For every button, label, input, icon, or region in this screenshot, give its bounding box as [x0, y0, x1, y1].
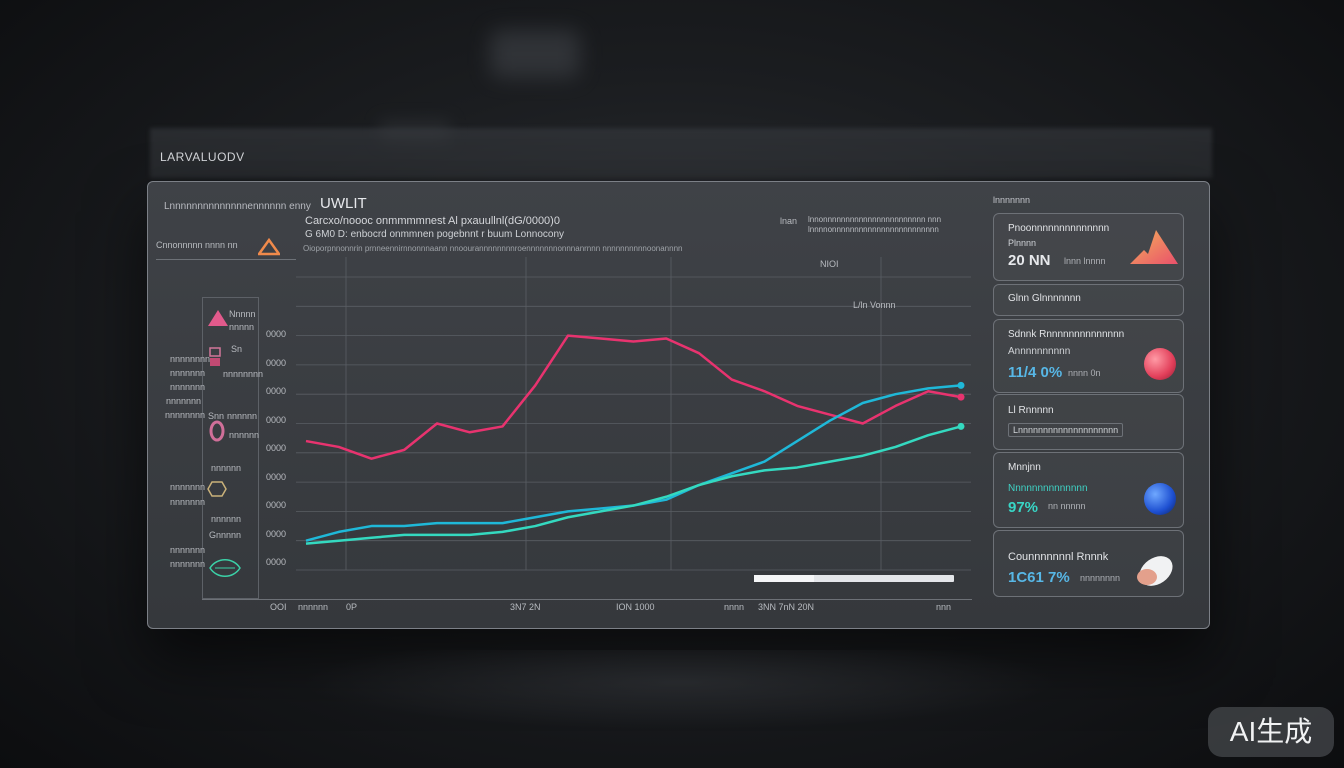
legend-label: nnnnnn: [211, 463, 242, 473]
data-point: [957, 422, 965, 430]
back-panel: [150, 128, 1212, 178]
legend-label: nnnnnn: [211, 514, 242, 524]
side-label: nnnnnnn: [166, 396, 202, 406]
card-subtitle: Lnnnnnnnnnnnnnnnnnnnn: [1008, 423, 1124, 437]
card-value: 97%: [1008, 499, 1039, 516]
background-blur: [490, 30, 580, 78]
y-tick-label: 0000: [266, 443, 287, 453]
y-tick-label: 0000: [266, 528, 287, 539]
x-tick-label: 3NN 7nN 20N: [758, 602, 815, 612]
card-unit: nnnn 0n: [1068, 368, 1101, 378]
top-right-code: lnan: [780, 216, 798, 226]
card-subtitle: Plnnnn: [1008, 238, 1037, 248]
legend-label: nnnnnn: [227, 411, 258, 421]
y-tick-label: 0000: [266, 329, 287, 339]
progress-fill: [754, 575, 814, 582]
legend-label: nnnnnn: [229, 430, 260, 440]
page-subtitle: G 6M0 D: enbocrd onmmnen pogebnnt r buum…: [305, 229, 565, 240]
side-label: nnnnnnn: [170, 545, 206, 555]
left-header: Lnnnnnnnnnnnnnnennnnnn enny: [164, 201, 311, 212]
metric-card[interactable]: Counnnnnnnl Rnnnk 1C61 7% nnnnnnnn: [993, 530, 1184, 597]
y-tick-label: 0000: [266, 500, 287, 510]
metric-card[interactable]: Mnnjnn Nnnnnnnnnnnnnn 97% nn nnnnn: [993, 452, 1184, 528]
x-tick-label: ION 1000: [616, 602, 655, 612]
legend-label: nnnnn: [229, 322, 255, 332]
legend-label: Snn: [208, 411, 225, 421]
leaf-icon: [209, 559, 241, 577]
chart-annotation: L/ln Vonnn: [853, 300, 896, 310]
top-right-text: lnnnnonnnnnnnnnnnnnnnnnnnnnnnn: [808, 225, 939, 234]
side-label: nnnnnnnn: [170, 354, 211, 364]
side-label: nnnnnnn: [170, 559, 206, 569]
y-tick-label: 0000: [266, 414, 287, 425]
watermark-badge: AI生成: [1208, 707, 1334, 757]
card-title: Mnnjnn: [1008, 462, 1041, 473]
hexagon-icon: [207, 481, 227, 497]
metric-card[interactable]: Ll Rnnnnn Lnnnnnnnnnnnnnnnnnnnn: [993, 394, 1184, 450]
y-tick-label: 0000: [266, 386, 287, 396]
mountain-icon: [1130, 230, 1178, 264]
side-label: nnnnnnn: [170, 482, 206, 492]
card-unit: nnnnnnnn: [1080, 573, 1121, 583]
card-title: Sdnnk Rnnnnnnnnnnnnnn: [1008, 329, 1125, 340]
progress-bar: [754, 575, 954, 582]
card-subtitle: Annnnnnnnnn: [1008, 346, 1071, 357]
card-value: 11/4 0%: [1008, 364, 1063, 381]
right-panel-title: lnnnnnnn: [993, 195, 1031, 205]
pill-icon: [1137, 556, 1173, 586]
square-icon: [209, 347, 221, 366]
legend-label: Gnnnnn: [209, 530, 242, 540]
page-title: UWLIT: [320, 195, 367, 212]
y-tick-label: 0000: [266, 557, 287, 567]
x-tick-label: nnn: [936, 602, 952, 612]
red-sphere-icon: [1144, 348, 1176, 380]
series-line-1: [305, 384, 962, 542]
x-tick-label: 3N7 2N: [510, 602, 541, 612]
x-tick-label: OOI: [270, 602, 287, 612]
left-subheader: Cnnonnnnn nnnn nn: [156, 240, 238, 250]
blue-sphere-icon: [1144, 483, 1176, 515]
metric-card[interactable]: Pnoonnnnnnnnnnnnnn Plnnnn 20 NN lnnn lnn…: [993, 213, 1184, 281]
line-chart: [296, 257, 971, 571]
x-tick-label: nnnnnn: [298, 602, 329, 612]
card-unit: lnnn lnnnn: [1064, 256, 1106, 266]
side-label: nnnnnnn: [170, 497, 206, 507]
left-divider: [156, 259, 296, 260]
floor-reflection: [300, 650, 1060, 730]
side-label: nnnnnnn: [170, 382, 206, 392]
card-subtitle: Nnnnnnnnnnnnnn: [1008, 483, 1088, 494]
metric-card[interactable]: Sdnnk Rnnnnnnnnnnnnnn Annnnnnnnnn 11/4 0…: [993, 319, 1184, 393]
x-tick-label: 0P: [346, 602, 358, 612]
legend: Nnnnn nnnnn Sn nnnnnnnn Snn nnnnnn nnnnn…: [202, 297, 263, 599]
series-line-0: [305, 334, 962, 460]
dashboard-panel: Lnnnnnnnnnnnnnnennnnnn enny Cnnonnnnn nn…: [147, 181, 1210, 629]
x-axis-line: [202, 599, 972, 600]
card-title: Glnn Glnnnnnnn: [1008, 293, 1081, 304]
brand-title: LARVALUODV: [160, 150, 245, 164]
page-subtitle: Carcxo/noooc onmmmmnest Al pxauullnl(dG/…: [305, 215, 560, 227]
y-tick-label: 0000: [266, 357, 287, 368]
card-value: 20 NN: [1008, 252, 1051, 269]
card-title: Pnoonnnnnnnnnnnnnn: [1008, 223, 1110, 234]
page-description: Oioporpnnonnrin prnneennirnnonnnaann nno…: [303, 244, 683, 253]
triangle-icon: [208, 310, 228, 326]
data-point: [957, 381, 965, 389]
metric-card[interactable]: Glnn Glnnnnnnn: [993, 284, 1184, 316]
side-label: nnnnnnnn: [165, 410, 206, 420]
card-title: Counnnnnnnl Rnnnk: [1008, 551, 1109, 563]
ring-icon: [209, 420, 225, 442]
x-tick-label: nnnn: [724, 602, 745, 612]
top-right-text: lnnonnnnnnnnnnnnnnnnnnnnnnn nnn: [808, 215, 942, 224]
side-label: nnnnnnn: [170, 368, 206, 378]
y-tick-label: 0000: [266, 471, 287, 482]
card-unit: nn nnnnn: [1048, 501, 1086, 511]
legend-label: Nnnnn: [229, 309, 256, 319]
card-value: 1C61 7%: [1008, 569, 1070, 586]
data-point: [957, 393, 965, 401]
alert-icon: [258, 238, 280, 256]
chart-annotation: NIOI: [820, 259, 839, 269]
legend-label: nnnnnnnn: [223, 369, 264, 379]
card-title: Ll Rnnnnn: [1008, 405, 1054, 416]
legend-label: Sn: [231, 344, 243, 354]
